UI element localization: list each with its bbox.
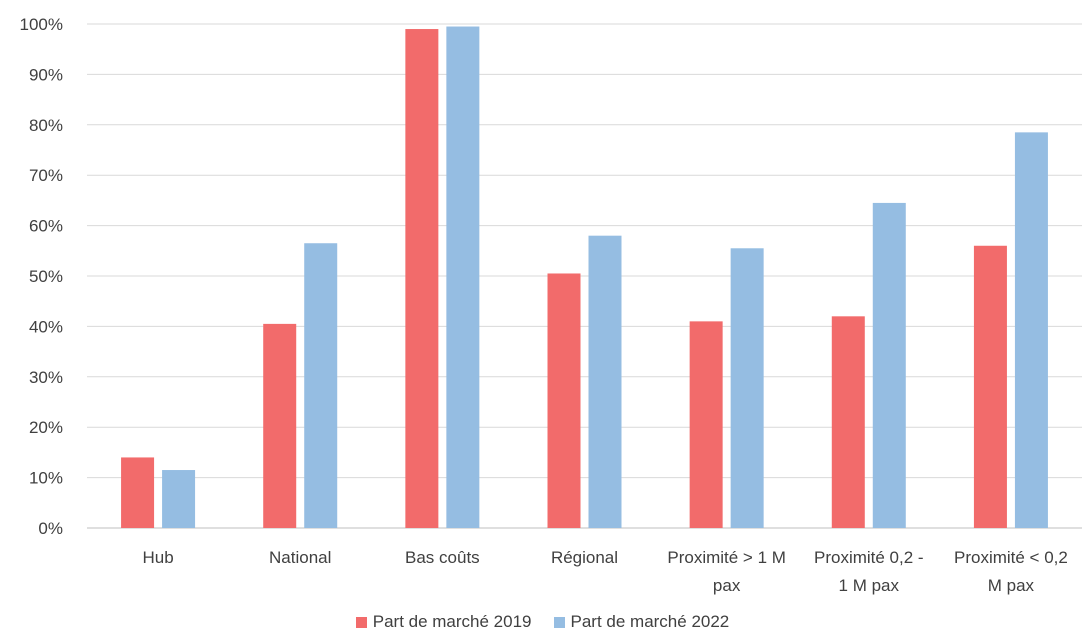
x-tick-label: pax [713, 576, 741, 595]
x-tick-label: Proximité 0,2 - [814, 548, 924, 567]
legend-item-2019: Part de marché 2019 [355, 612, 532, 632]
bar-2022 [872, 202, 906, 529]
x-tick-label: 1 M pax [839, 576, 900, 595]
y-tick-label: 40% [29, 317, 63, 336]
bar-chart: 0% 10% 20% 30% 40% 50% 60% 70% 80% 90% 100% Hub Nati… [20, 15, 1082, 595]
y-tick-label: 100% [20, 15, 63, 34]
bar-2022 [730, 248, 764, 528]
y-tick-label: 80% [29, 116, 63, 135]
legend-item-2022: Part de marché 2022 [553, 612, 730, 632]
bar-2019 [973, 245, 1007, 528]
x-tick-label: M pax [988, 576, 1035, 595]
legend-swatch-2022 [553, 616, 565, 628]
x-tick-label: Régional [551, 548, 618, 567]
bar-2022 [162, 470, 196, 528]
y-tick-label: 60% [29, 217, 63, 236]
bar-2019 [263, 323, 297, 528]
x-tick-label: Proximité < 0,2 [954, 548, 1068, 567]
y-tick-label: 90% [29, 65, 63, 84]
x-tick-label: Proximité > 1 M [667, 548, 786, 567]
x-tick-label: National [269, 548, 331, 567]
y-tick-label: 50% [29, 267, 63, 286]
legend: Part de marché 2019 Part de marché 2022 [0, 612, 1085, 632]
y-tick-label: 10% [29, 469, 63, 488]
bar-2019 [689, 321, 723, 528]
bar-2022 [446, 26, 480, 529]
y-tick-label: 0% [38, 519, 63, 538]
bar-2019 [831, 316, 865, 528]
x-tick-label: Bas coûts [405, 548, 480, 567]
y-tick-label: 30% [29, 368, 63, 387]
bar-2022 [1014, 132, 1048, 529]
y-tick-label: 20% [29, 418, 63, 437]
bar-2019 [121, 457, 155, 528]
x-tick-label: Hub [142, 548, 173, 567]
bar-2022 [304, 243, 338, 529]
legend-label-2019: Part de marché 2019 [372, 612, 532, 631]
y-tick-label: 70% [29, 166, 63, 185]
bar-2019 [547, 273, 581, 528]
bar-2019 [405, 29, 439, 528]
bar-2022 [588, 235, 622, 528]
legend-label-2022: Part de marché 2022 [570, 612, 730, 631]
legend-swatch-2019 [355, 616, 367, 628]
